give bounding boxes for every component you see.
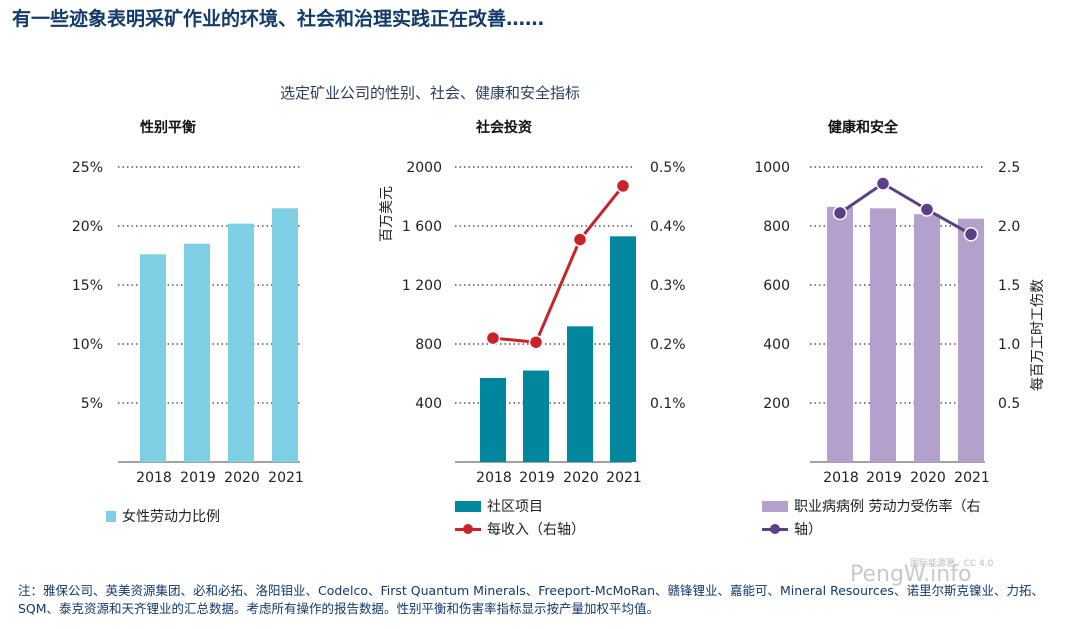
legend-gender: 女性劳动力比例 <box>106 506 220 526</box>
panel-title-gender: 性别平衡 <box>140 120 196 136</box>
series-line <box>492 184 625 344</box>
legend-label-female: 女性劳动力比例 <box>122 509 220 525</box>
y-tick-label: 25% <box>72 160 103 176</box>
y-tick-label: 1 600 <box>402 219 442 235</box>
y-tick-label: 600 <box>763 278 790 294</box>
legend-label-occupational: 职业病病例 劳动力受伤率（右 <box>794 499 981 515</box>
y2-axis-label: 每百万工时工伤数 <box>1030 279 1046 391</box>
x-tick-label: 2019 <box>866 470 902 486</box>
legend-health-bar: 职业病病例 劳动力受伤率（右 <box>762 496 980 516</box>
legend-label-community: 社区项目 <box>487 499 543 515</box>
bar <box>523 370 549 462</box>
line-point <box>963 227 979 242</box>
legend-social-bar: 社区项目 <box>455 496 543 516</box>
bar <box>958 218 984 462</box>
x-tick-label: 2021 <box>606 470 642 486</box>
legend-swatch-occupational <box>762 500 788 512</box>
line-point <box>615 178 631 194</box>
line-point <box>572 232 588 247</box>
x-tick-label: 2018 <box>823 470 859 486</box>
y2-tick-label: 0.2% <box>650 337 686 353</box>
legend-label-revenue: 每收入（右轴） <box>487 522 585 538</box>
y-tick-label: 10% <box>72 337 103 353</box>
watermark: PengW.info <box>850 562 972 587</box>
legend-label-injury: 轴） <box>794 522 822 538</box>
series-line <box>839 181 972 236</box>
panel-title-health: 健康和安全 <box>828 120 898 136</box>
legend-swatch-injury <box>762 523 788 535</box>
y-tick-label: 400 <box>415 396 442 412</box>
bar <box>272 208 298 462</box>
y-axis-label: 百万美元 <box>379 186 395 242</box>
x-tick-label: 2019 <box>519 470 555 486</box>
chart-subtitle: 选定矿业公司的性别、社会、健康和安全指标 <box>279 84 580 102</box>
bar <box>228 223 254 462</box>
y2-tick-label: 1.5 <box>998 278 1020 294</box>
watermark-source: 国际能源署 · CC 4.0 <box>910 559 994 569</box>
line-point <box>919 202 935 217</box>
y-tick-label: 1000 <box>754 160 790 176</box>
y-tick-label: 2000 <box>406 160 442 176</box>
y-tick-label: 20% <box>72 219 103 235</box>
bar <box>567 326 593 462</box>
legend-swatch-female <box>106 510 116 522</box>
y2-tick-label: 0.4% <box>650 219 686 235</box>
y-tick-label: 1 200 <box>402 278 442 294</box>
bar <box>914 214 940 462</box>
y2-tick-label: 1.0 <box>998 337 1020 353</box>
y-tick-label: 800 <box>763 219 790 235</box>
x-tick-label: 2018 <box>136 470 172 486</box>
footnote: 注：雅保公司、英美资源集团、必和必拓、洛阳钼业、Codelco、First Qu… <box>18 583 1044 616</box>
x-tick-label: 2020 <box>224 470 260 486</box>
x-tick-label: 2021 <box>268 470 304 486</box>
x-tick-label: 2020 <box>910 470 946 486</box>
y2-tick-label: 0.5% <box>650 160 686 176</box>
legend-health-line: 轴） <box>762 519 822 539</box>
y-tick-label: 200 <box>763 396 790 412</box>
y-tick-label: 5% <box>81 396 103 412</box>
x-tick-label: 2021 <box>954 470 990 486</box>
legend-swatch-community <box>455 500 481 512</box>
bar <box>184 243 210 462</box>
panel-title-social: 社会投资 <box>476 120 532 136</box>
y-tick-label: 400 <box>763 337 790 353</box>
bar <box>610 236 636 462</box>
y2-tick-label: 2.0 <box>998 219 1020 235</box>
bar <box>480 377 506 462</box>
bar <box>870 208 896 462</box>
bar <box>140 254 166 462</box>
x-tick-label: 2020 <box>563 470 599 486</box>
x-tick-label: 2019 <box>180 470 216 486</box>
y-tick-label: 800 <box>415 337 442 353</box>
y2-tick-label: 0.3% <box>650 278 686 294</box>
y2-tick-label: 0.5 <box>998 396 1020 412</box>
line-point <box>485 330 501 346</box>
legend-social-line: 每收入（右轴） <box>455 519 585 539</box>
line-point <box>528 334 544 350</box>
y2-tick-label: 0.1% <box>650 396 686 412</box>
legend-swatch-revenue <box>455 523 481 535</box>
line-point <box>875 176 891 191</box>
y-tick-label: 15% <box>72 278 103 294</box>
bar <box>827 206 853 462</box>
line-point <box>832 205 848 221</box>
y2-tick-label: 2.5 <box>998 160 1020 176</box>
main-title: 有一些迹象表明采矿作业的环境、社会和治理实践正在改善…… <box>12 8 545 30</box>
x-tick-label: 2018 <box>476 470 512 486</box>
